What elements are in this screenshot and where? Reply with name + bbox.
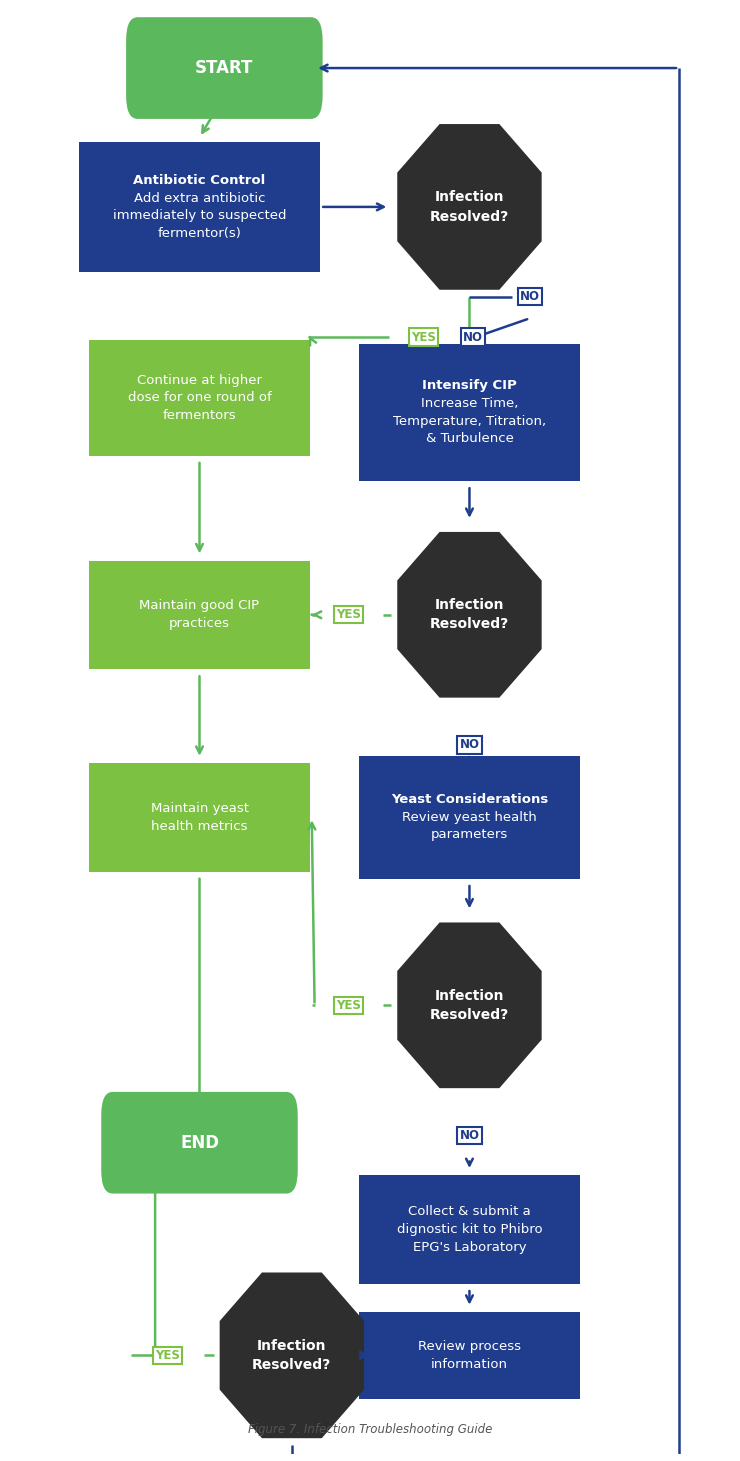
Text: Infection: Infection	[434, 598, 504, 612]
Text: YES: YES	[411, 330, 436, 343]
Text: Collect & submit a: Collect & submit a	[408, 1205, 531, 1218]
Text: Increase Time,: Increase Time,	[421, 397, 518, 411]
Text: Continue at higher: Continue at higher	[137, 374, 262, 387]
Text: Maintain good CIP: Maintain good CIP	[139, 599, 260, 612]
Text: NO: NO	[460, 1129, 480, 1143]
Text: Intensify CIP: Intensify CIP	[422, 380, 517, 393]
FancyBboxPatch shape	[90, 340, 309, 456]
Text: NO: NO	[463, 330, 483, 343]
Text: parameters: parameters	[431, 828, 508, 842]
FancyBboxPatch shape	[90, 561, 309, 669]
Text: Yeast Considerations: Yeast Considerations	[391, 793, 548, 806]
Text: Review yeast health: Review yeast health	[402, 811, 536, 824]
FancyBboxPatch shape	[360, 1175, 579, 1284]
Text: & Turbulence: & Turbulence	[425, 432, 514, 446]
Text: Antibiotic Control: Antibiotic Control	[133, 174, 266, 187]
Text: dignostic kit to Phibro: dignostic kit to Phibro	[397, 1223, 542, 1236]
Text: Resolved?: Resolved?	[430, 1008, 509, 1021]
Text: Infection: Infection	[434, 989, 504, 1002]
Text: dose for one round of: dose for one round of	[127, 392, 272, 405]
Polygon shape	[220, 1273, 364, 1438]
Text: YES: YES	[155, 1349, 180, 1362]
Text: information: information	[431, 1357, 508, 1370]
FancyBboxPatch shape	[90, 763, 309, 872]
Text: Maintain yeast: Maintain yeast	[150, 802, 249, 815]
FancyBboxPatch shape	[101, 1091, 297, 1194]
Text: START: START	[195, 58, 254, 77]
FancyBboxPatch shape	[360, 1312, 579, 1398]
Polygon shape	[397, 922, 542, 1088]
Text: Figure 7. Infection Troubleshooting Guide: Figure 7. Infection Troubleshooting Guid…	[248, 1423, 492, 1436]
FancyBboxPatch shape	[360, 343, 579, 481]
Polygon shape	[397, 532, 542, 698]
Text: Infection: Infection	[257, 1338, 326, 1353]
Text: Infection: Infection	[434, 190, 504, 205]
Text: fermentors: fermentors	[163, 409, 236, 422]
Text: Add extra antibiotic: Add extra antibiotic	[134, 191, 265, 205]
Polygon shape	[397, 124, 542, 289]
Text: immediately to suspected: immediately to suspected	[112, 209, 286, 222]
FancyBboxPatch shape	[78, 142, 320, 272]
Text: Review process: Review process	[418, 1340, 521, 1353]
FancyBboxPatch shape	[126, 18, 323, 118]
Text: EPG's Laboratory: EPG's Laboratory	[413, 1240, 526, 1254]
Text: NO: NO	[460, 738, 480, 751]
Text: health metrics: health metrics	[151, 820, 248, 833]
Text: Temperature, Titration,: Temperature, Titration,	[393, 415, 546, 428]
Text: Resolved?: Resolved?	[430, 209, 509, 224]
Text: Resolved?: Resolved?	[252, 1357, 332, 1372]
FancyBboxPatch shape	[360, 755, 579, 878]
Text: Resolved?: Resolved?	[430, 618, 509, 631]
Text: fermentor(s): fermentor(s)	[158, 226, 241, 240]
Text: YES: YES	[336, 608, 361, 621]
Text: END: END	[180, 1134, 219, 1151]
Text: YES: YES	[336, 999, 361, 1012]
Text: NO: NO	[519, 291, 540, 302]
Text: practices: practices	[169, 617, 230, 630]
